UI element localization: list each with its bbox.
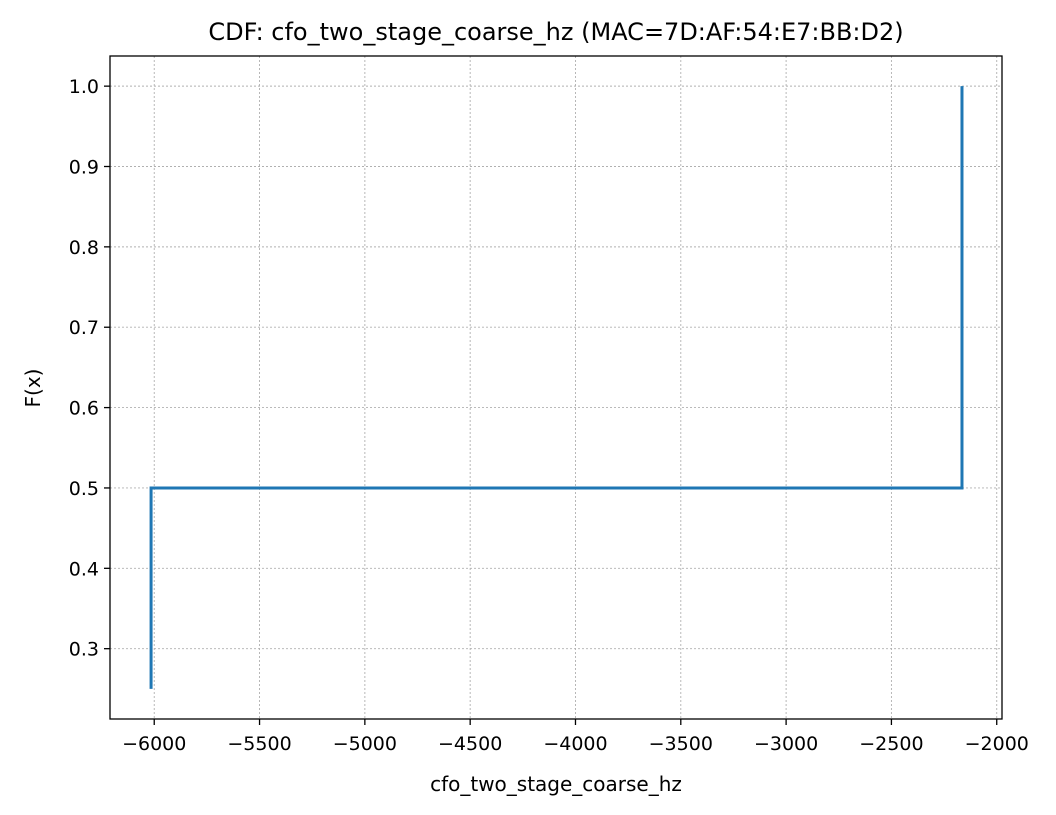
x-axis: −6000 −5500 −5000 −4500 −4000 −3500 −3000 −2500… (122, 719, 1029, 755)
y-tick-label: 0.4 (69, 558, 99, 580)
y-axis: 0.3 0.4 0.5 0.6 0.7 0.8 0.9 1.0 (69, 76, 110, 661)
series-layer (149, 86, 964, 689)
plot-frame (109, 55, 1003, 720)
chart-title: CDF: cfo_two_stage_coarse_hz (MAC=7D:AF:… (208, 18, 903, 46)
x-tick-label: −5500 (227, 733, 291, 755)
x-tick-label: −2000 (965, 733, 1029, 755)
x-tick-label: −3000 (754, 733, 818, 755)
x-tick-label: −2500 (859, 733, 923, 755)
grid (110, 56, 1002, 719)
x-axis-label: cfo_two_stage_coarse_hz (430, 772, 682, 796)
y-tick-label: 0.3 (69, 639, 99, 661)
x-tick-label: −4500 (438, 733, 502, 755)
y-tick-label: 0.7 (69, 317, 99, 339)
x-tick-label: −6000 (122, 733, 186, 755)
x-tick-label: −3500 (649, 733, 713, 755)
x-tick-label: −5000 (333, 733, 397, 755)
y-tick-label: 1.0 (69, 76, 99, 98)
y-axis-label: F(x) (21, 369, 45, 408)
y-tick-label: 0.9 (69, 157, 99, 179)
y-tick-label: 0.8 (69, 237, 99, 259)
cdf-step-line (149, 86, 964, 689)
x-tick-label: −4000 (543, 733, 607, 755)
y-tick-label: 0.5 (69, 478, 99, 500)
y-tick-label: 0.6 (69, 398, 99, 420)
